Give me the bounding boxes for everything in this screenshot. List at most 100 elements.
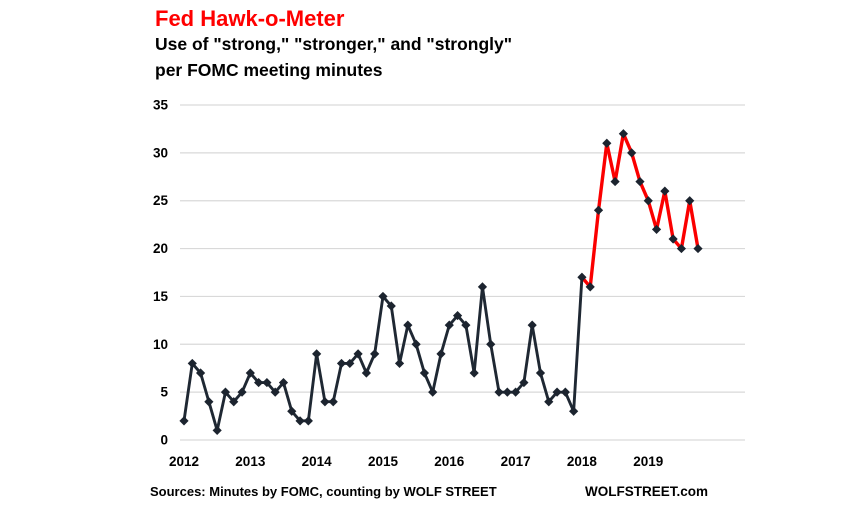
line-segment-dark	[373, 294, 385, 356]
point-marker	[179, 416, 189, 426]
point-marker	[635, 176, 645, 187]
point-marker	[320, 397, 330, 407]
sources-note: Sources: Minutes by FOMC, counting by WO…	[150, 484, 497, 499]
point-marker	[461, 320, 471, 330]
line-segment-dark	[199, 371, 211, 404]
line-segment-dark	[489, 342, 501, 394]
point-marker	[229, 397, 239, 407]
x-tick-label: 2018	[567, 454, 598, 469]
point-marker	[428, 387, 438, 397]
chart-subtitle-line2: per FOMC meeting minutes	[155, 60, 383, 80]
point-marker	[336, 358, 347, 369]
point-marker	[593, 205, 604, 215]
point-marker	[544, 397, 554, 407]
point-marker	[494, 387, 504, 397]
line-segment-red	[588, 208, 601, 289]
point-marker	[295, 416, 305, 426]
point-marker	[411, 339, 421, 349]
page-title: Fed Hawk-o-Meter	[155, 6, 345, 31]
point-marker	[693, 243, 703, 254]
line-segment-red	[605, 141, 617, 184]
point-marker	[262, 377, 272, 388]
point-marker	[403, 320, 413, 330]
point-marker	[560, 387, 570, 397]
line-segment-dark	[472, 285, 484, 375]
point-marker	[477, 282, 488, 292]
line-segment-red	[613, 132, 626, 184]
point-marker	[278, 377, 289, 388]
point-marker	[195, 368, 206, 378]
point-marker	[220, 387, 231, 397]
line-segment-dark	[398, 323, 410, 365]
point-marker	[569, 406, 579, 416]
point-marker	[361, 368, 371, 378]
y-tick-label: 35	[153, 98, 169, 113]
point-marker	[419, 368, 430, 378]
point-marker	[685, 196, 695, 206]
point-marker	[651, 224, 662, 235]
line-segment-dark	[414, 342, 426, 375]
point-marker	[187, 358, 197, 369]
point-marker	[602, 138, 612, 148]
chart-subtitle-line1: Use of "strong," "stronger," and "strong…	[155, 34, 513, 54]
line-segment-dark	[464, 323, 476, 375]
point-marker	[552, 387, 562, 397]
x-tick-label: 2012	[169, 454, 199, 469]
line-segment-red	[663, 189, 675, 241]
line-segment-dark	[315, 352, 327, 404]
line-segment-dark	[522, 323, 534, 385]
point-marker	[527, 320, 537, 330]
line-segment-red	[679, 199, 692, 251]
line-segment-dark	[530, 323, 542, 375]
line-segment-dark	[389, 304, 401, 365]
point-marker	[511, 387, 521, 397]
point-marker	[378, 291, 388, 302]
x-tick-label: 2014	[302, 454, 333, 469]
point-marker	[452, 310, 463, 321]
line-segment-dark	[439, 323, 451, 356]
point-marker	[394, 358, 405, 369]
line-segment-dark	[331, 361, 343, 404]
line-segment-dark	[431, 352, 443, 394]
point-marker	[660, 186, 670, 196]
line-segment-red	[688, 199, 700, 251]
point-marker	[469, 368, 479, 378]
x-tick-label: 2017	[501, 454, 531, 469]
point-marker	[627, 148, 637, 158]
point-marker	[270, 387, 280, 397]
wolfstreet-watermark: WOLFSTREET.com	[584, 484, 708, 499]
x-tick-label: 2015	[368, 454, 399, 469]
point-marker	[204, 397, 214, 407]
point-marker	[312, 349, 322, 359]
point-marker	[345, 358, 355, 369]
x-tick-label: 2016	[434, 454, 465, 469]
point-marker	[386, 301, 396, 311]
y-tick-label: 0	[160, 433, 168, 448]
point-marker	[486, 339, 496, 349]
point-marker	[519, 377, 529, 388]
line-segment-dark	[481, 285, 493, 346]
y-tick-label: 5	[160, 385, 168, 400]
line-segment-red	[596, 141, 609, 212]
line-segment-dark	[572, 275, 584, 413]
point-marker	[643, 196, 653, 206]
line-segment-dark	[215, 390, 227, 432]
line-segment-red	[654, 189, 667, 232]
point-marker	[585, 282, 595, 292]
y-tick-label: 30	[153, 145, 168, 160]
point-marker	[668, 234, 678, 244]
point-marker	[444, 320, 454, 330]
line-segment-dark	[539, 371, 551, 404]
point-marker	[676, 243, 687, 254]
y-tick-label: 25	[153, 193, 169, 208]
line-segment-dark	[306, 352, 319, 423]
point-marker	[237, 387, 247, 397]
x-tick-label: 2013	[235, 454, 266, 469]
line-segment-dark	[282, 381, 294, 413]
point-marker	[287, 406, 297, 416]
point-marker	[303, 416, 313, 426]
line-segment-red	[629, 151, 642, 184]
point-marker	[370, 349, 380, 359]
